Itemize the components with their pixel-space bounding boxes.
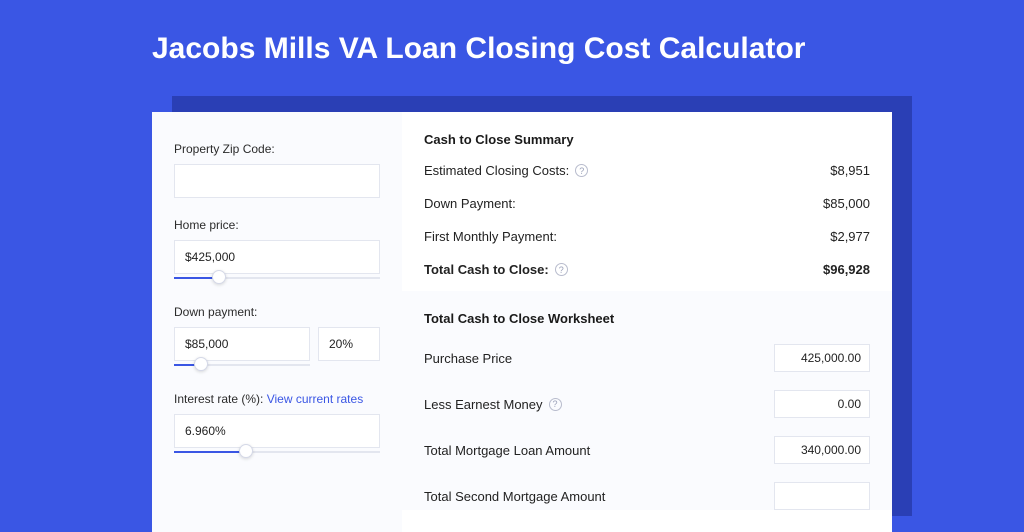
down-payment-input[interactable] — [174, 327, 310, 361]
summary-total-value: $96,928 — [823, 262, 870, 277]
field-down-payment: Down payment: — [174, 305, 380, 372]
zip-label: Property Zip Code: — [174, 142, 380, 156]
summary-row-total: Total Cash to Close: ? $96,928 — [424, 262, 870, 277]
worksheet-row: Total Mortgage Loan Amount 340,000.00 — [424, 436, 870, 464]
slider-thumb[interactable] — [212, 270, 226, 284]
field-home-price: Home price: — [174, 218, 380, 285]
summary-row: Estimated Closing Costs: ? $8,951 — [424, 163, 870, 178]
worksheet-row: Purchase Price 425,000.00 — [424, 344, 870, 372]
worksheet-label: Total Mortgage Loan Amount — [424, 443, 590, 458]
interest-slider[interactable] — [174, 447, 380, 459]
down-payment-pct-input[interactable] — [318, 327, 380, 361]
help-icon[interactable]: ? — [575, 164, 588, 177]
summary-row: Down Payment: $85,000 — [424, 196, 870, 211]
worksheet-label: Total Second Mortgage Amount — [424, 489, 605, 504]
down-payment-slider[interactable] — [174, 360, 310, 372]
interest-label: Interest rate (%): View current rates — [174, 392, 380, 406]
summary-value: $8,951 — [830, 163, 870, 178]
zip-input[interactable] — [174, 164, 380, 198]
worksheet-title: Total Cash to Close Worksheet — [424, 311, 870, 326]
interest-label-text: Interest rate (%): — [174, 392, 267, 406]
calculator-card: Property Zip Code: Home price: Down paym… — [152, 112, 892, 532]
worksheet-value[interactable]: 425,000.00 — [774, 344, 870, 372]
slider-thumb[interactable] — [239, 444, 253, 458]
worksheet-label: Purchase Price — [424, 351, 512, 366]
view-rates-link[interactable]: View current rates — [267, 392, 364, 406]
worksheet-panel: Total Cash to Close Worksheet Purchase P… — [402, 291, 892, 510]
help-icon[interactable]: ? — [555, 263, 568, 276]
summary-value: $2,977 — [830, 229, 870, 244]
summary-title: Cash to Close Summary — [424, 132, 870, 147]
home-price-input[interactable] — [174, 240, 380, 274]
summary-row: First Monthly Payment: $2,977 — [424, 229, 870, 244]
summary-label: Down Payment: — [424, 196, 516, 211]
summary-total-label: Total Cash to Close: — [424, 262, 549, 277]
worksheet-row: Less Earnest Money ? 0.00 — [424, 390, 870, 418]
worksheet-value[interactable]: 0.00 — [774, 390, 870, 418]
down-payment-label: Down payment: — [174, 305, 380, 319]
home-price-label: Home price: — [174, 218, 380, 232]
worksheet-value[interactable] — [774, 482, 870, 510]
help-icon[interactable]: ? — [549, 398, 562, 411]
worksheet-value[interactable]: 340,000.00 — [774, 436, 870, 464]
worksheet-label: Less Earnest Money — [424, 397, 543, 412]
summary-label: Estimated Closing Costs: — [424, 163, 569, 178]
slider-thumb[interactable] — [194, 357, 208, 371]
input-panel: Property Zip Code: Home price: Down paym… — [152, 112, 402, 532]
interest-input[interactable] — [174, 414, 380, 448]
summary-label: First Monthly Payment: — [424, 229, 557, 244]
slider-fill — [174, 451, 246, 453]
field-zip: Property Zip Code: — [174, 142, 380, 198]
results-panel: Cash to Close Summary Estimated Closing … — [402, 112, 892, 532]
field-interest: Interest rate (%): View current rates — [174, 392, 380, 459]
home-price-slider[interactable] — [174, 273, 380, 285]
summary-value: $85,000 — [823, 196, 870, 211]
page-title: Jacobs Mills VA Loan Closing Cost Calcul… — [0, 0, 1024, 86]
worksheet-row: Total Second Mortgage Amount — [424, 482, 870, 510]
